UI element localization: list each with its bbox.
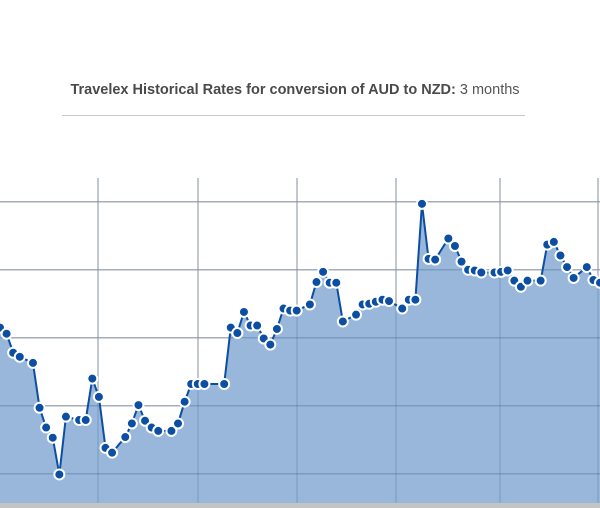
data-point xyxy=(547,235,560,248)
chart-period: 3 months xyxy=(459,82,520,98)
data-point xyxy=(218,378,231,391)
data-point xyxy=(594,276,600,289)
data-point xyxy=(290,304,303,317)
data-point xyxy=(580,261,593,274)
data-point xyxy=(534,274,547,287)
data-point xyxy=(303,298,316,311)
chart-title: Travelex Historical Rates for conversion… xyxy=(0,82,590,98)
data-point xyxy=(178,395,191,408)
data-point xyxy=(237,305,250,318)
data-point xyxy=(448,239,461,252)
data-point xyxy=(53,468,66,481)
data-point xyxy=(13,350,26,363)
data-point xyxy=(396,302,409,315)
data-point xyxy=(79,414,92,427)
data-point xyxy=(33,401,46,414)
data-point xyxy=(429,253,442,266)
data-point xyxy=(521,274,534,287)
data-point xyxy=(350,308,363,321)
data-point xyxy=(125,417,138,430)
data-point xyxy=(231,327,244,340)
data-point xyxy=(554,249,567,262)
scrollbar-track[interactable] xyxy=(0,503,600,508)
data-point xyxy=(86,372,99,385)
data-point xyxy=(442,232,455,245)
title-divider xyxy=(62,115,525,116)
data-point xyxy=(567,271,580,284)
data-point xyxy=(152,424,165,437)
data-point xyxy=(270,322,283,335)
area-fill xyxy=(0,203,600,503)
data-point xyxy=(198,378,211,391)
data-point xyxy=(0,327,13,340)
data-point xyxy=(119,431,132,444)
data-point xyxy=(455,255,468,268)
data-point xyxy=(26,356,39,369)
data-point xyxy=(46,431,59,444)
data-point xyxy=(264,338,277,351)
data-point xyxy=(501,264,514,277)
data-point xyxy=(165,424,178,437)
data-point xyxy=(383,295,396,308)
data-point xyxy=(92,390,105,403)
data-point xyxy=(561,261,574,274)
data-point xyxy=(59,410,72,423)
data-point xyxy=(132,399,145,412)
data-point xyxy=(330,276,343,289)
data-point xyxy=(251,319,264,332)
data-point xyxy=(317,265,330,278)
data-point xyxy=(415,197,428,210)
data-point xyxy=(475,266,488,279)
data-point xyxy=(409,293,422,306)
data-point xyxy=(40,421,53,434)
data-point xyxy=(310,276,323,289)
chart-title-main: Travelex Historical Rates for conversion… xyxy=(70,82,456,98)
data-point xyxy=(106,446,119,459)
data-point xyxy=(336,315,349,328)
data-point xyxy=(172,417,185,430)
